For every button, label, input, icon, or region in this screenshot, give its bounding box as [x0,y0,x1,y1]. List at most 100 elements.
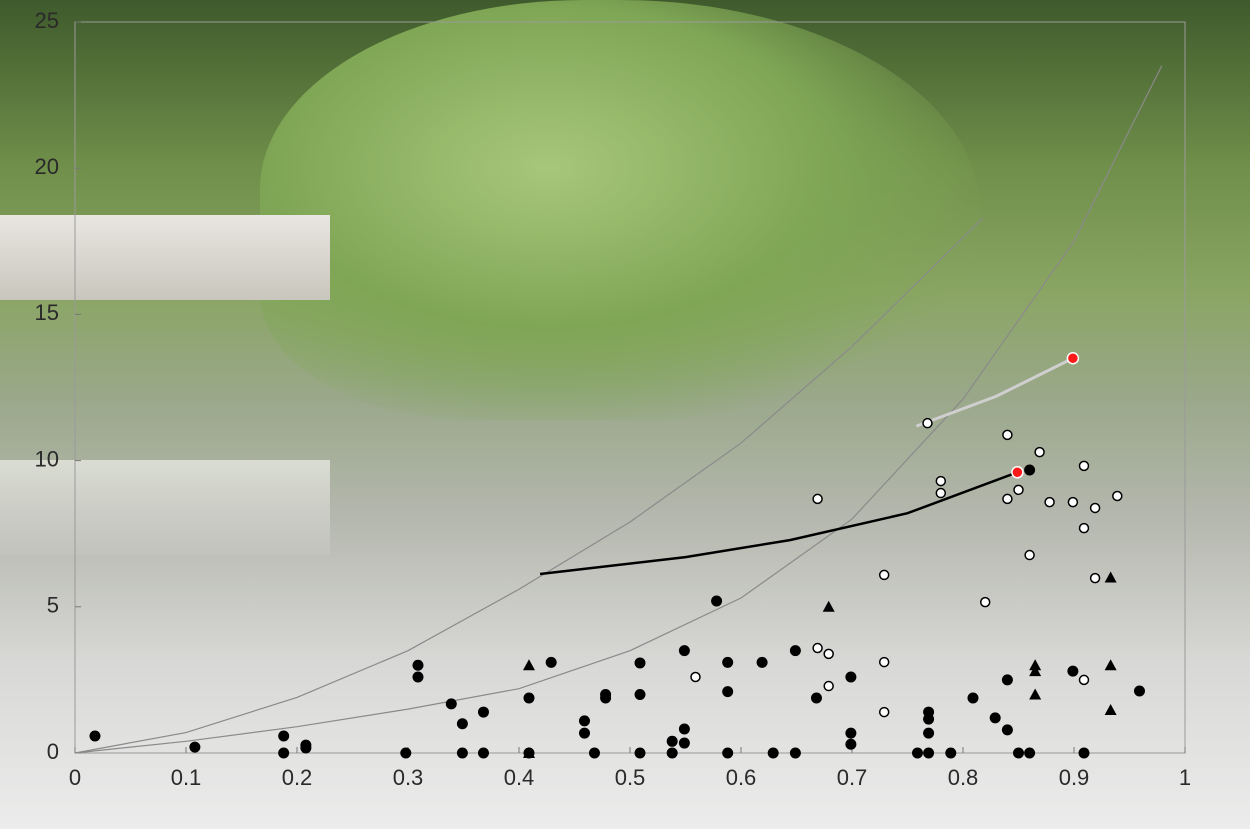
open-point [1078,460,1090,472]
open-point [1013,484,1024,496]
point [456,747,468,759]
point [1011,466,1024,479]
open-point [935,487,947,499]
x-tick-label: 0.7 [837,765,868,790]
point [412,659,424,671]
x-tick-label: 0.1 [171,765,202,790]
point [400,747,412,759]
x-tick-label: 0.3 [393,765,424,790]
y-tick-label: 5 [47,593,59,618]
triangle-point [822,600,835,612]
point [1024,747,1036,759]
x-tick-label: 0.4 [504,765,535,790]
open-point [935,475,947,487]
point [1133,685,1145,697]
open-point [1089,502,1101,514]
point [945,747,957,759]
open-point [1089,572,1101,584]
open-point [1034,446,1045,458]
point [989,712,1001,724]
x-tick-label: 0.2 [282,765,313,790]
point [578,715,590,727]
point [678,737,690,749]
point [1066,352,1080,365]
point [810,692,822,704]
open-point [1002,429,1013,441]
open-point [1112,490,1123,502]
point [1024,464,1036,476]
open-point [1002,493,1013,505]
x-tick-label: 0 [69,765,81,790]
point [445,698,457,710]
x-tick-label: 1 [1179,765,1191,790]
curve [539,471,1018,576]
y-tick-label: 25 [35,8,59,33]
point [923,747,935,759]
point [189,741,201,753]
y-tick-label: 15 [35,300,59,325]
point [634,747,646,759]
triangle-point [522,659,535,671]
y-tick-label: 20 [35,154,59,179]
point [300,742,312,754]
point [923,713,935,725]
open-point [878,656,890,668]
point [1001,674,1013,686]
point [412,671,424,683]
point [756,656,768,668]
point [634,689,646,701]
x-tick-label: 0.8 [948,765,979,790]
curve [915,356,1074,428]
open-point [690,671,701,683]
point [789,645,801,657]
point [634,657,646,669]
point [923,727,935,739]
point [722,686,734,698]
point [600,692,612,704]
open-point [823,648,834,660]
point [278,747,290,759]
point [767,747,779,759]
open-point [878,569,890,581]
x-tick-label: 0.6 [726,765,757,790]
triangle-point [1029,688,1042,700]
triangle-point [1104,571,1117,583]
point [666,747,678,759]
point [1067,665,1079,677]
point [588,747,600,759]
point [789,747,801,759]
point [678,645,690,657]
x-tick-label: 0.5 [615,765,646,790]
point [578,727,590,739]
background-bridge [0,215,330,300]
point [711,595,723,607]
curve [74,217,984,754]
point [545,656,557,668]
triangle-point [1104,659,1117,671]
background-trees [260,0,980,420]
open-point [979,596,991,608]
point [666,735,678,747]
x-tick-label: 0.9 [1059,765,1090,790]
open-point [1078,522,1090,534]
point [911,747,923,759]
point [1013,747,1024,759]
point [1078,747,1090,759]
open-point [812,493,823,505]
point [523,692,535,704]
point [477,706,489,718]
y-tick-label: 0 [47,739,59,764]
open-point [922,417,933,429]
open-point [878,706,890,718]
point [845,738,857,750]
point [89,730,101,742]
background-reflection [0,460,330,555]
point [477,747,489,759]
open-point [1078,674,1090,686]
point [845,671,857,683]
point [678,723,690,735]
point [278,730,290,742]
curve [74,65,1163,754]
